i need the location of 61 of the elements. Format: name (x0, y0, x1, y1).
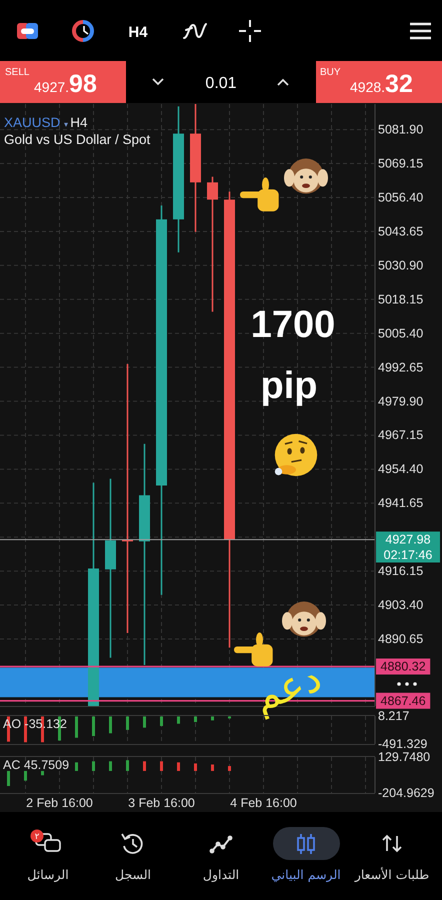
y-tick-label: 5081.90 (378, 122, 424, 137)
y-tick-label: 129.7480 (378, 750, 430, 764)
text: 02:17:46 (384, 548, 432, 562)
x-tick-label: 2 Feb 16:00 (26, 796, 93, 810)
y-tick-label: 4890.65 (378, 632, 424, 646)
bar (160, 761, 163, 771)
bar (92, 761, 95, 771)
bar (194, 763, 197, 771)
annotation: دعم (248, 654, 328, 722)
y-tick-label: 5043.65 (378, 224, 424, 238)
chart-title: AC 45.7509 (3, 758, 70, 772)
bar (177, 762, 180, 771)
bar (143, 761, 146, 771)
y-tick-label: -491.329 (378, 737, 428, 751)
y-tick-label: 5030.90 (378, 258, 424, 272)
bar (24, 770, 27, 781)
ref-line-label: 4867.46 (380, 694, 426, 708)
bar (211, 764, 214, 771)
y-tick-label: 4903.40 (378, 598, 424, 612)
text: 4927.98 (34, 70, 97, 98)
x-tick-label: 3 Feb 16:00 (128, 796, 195, 810)
y-tick-label: 4992.65 (378, 360, 424, 374)
y-tick-label: 8.217 (378, 709, 410, 723)
text: BUY (320, 67, 341, 78)
bar (228, 766, 231, 771)
text: الرسائل (27, 867, 69, 883)
candlestick (190, 104, 201, 232)
bar (126, 760, 129, 771)
bar (75, 762, 78, 771)
text: Gold vs US Dollar / Spot (4, 132, 151, 147)
text: 0.01 (205, 75, 237, 92)
text: التداول (202, 867, 240, 883)
text: H4 (128, 24, 148, 41)
ref-line-label: 4880.32 (380, 660, 426, 674)
candlestick (105, 478, 116, 658)
annotation: 1700 (250, 304, 336, 346)
y-tick-label: 4979.90 (378, 394, 424, 408)
bar (109, 761, 112, 771)
y-tick-label: 5005.40 (378, 326, 424, 340)
y-tick-label: 4916.15 (378, 564, 424, 578)
y-tick-label: 5018.15 (378, 292, 424, 306)
y-tick-label: 5056.40 (378, 190, 424, 204)
text: SELL (5, 67, 30, 78)
text: ٢ (34, 832, 40, 842)
text: السجل (115, 867, 151, 882)
y-tick-label: 4954.40 (378, 462, 424, 476)
candlestick (139, 444, 150, 665)
y-tick-label: 4941.65 (378, 496, 424, 510)
candlestick (207, 176, 218, 312)
annotation: pip (260, 365, 318, 407)
y-tick-label: -204.9629 (378, 786, 434, 800)
y-tick-label: 5069.15 (378, 156, 424, 171)
text: طلبات الأسعار (354, 867, 430, 883)
ref-line-label: 4927.98 (385, 532, 431, 547)
text: 4928.32 (350, 70, 413, 98)
x-tick-label: 4 Feb 16:00 (230, 796, 297, 810)
text: XAUUSD ▾ H4 (4, 115, 88, 130)
y-tick-label: 4967.15 (378, 428, 424, 442)
text: الرسم البياني (271, 867, 341, 883)
bar (7, 770, 10, 786)
bar (41, 770, 44, 776)
